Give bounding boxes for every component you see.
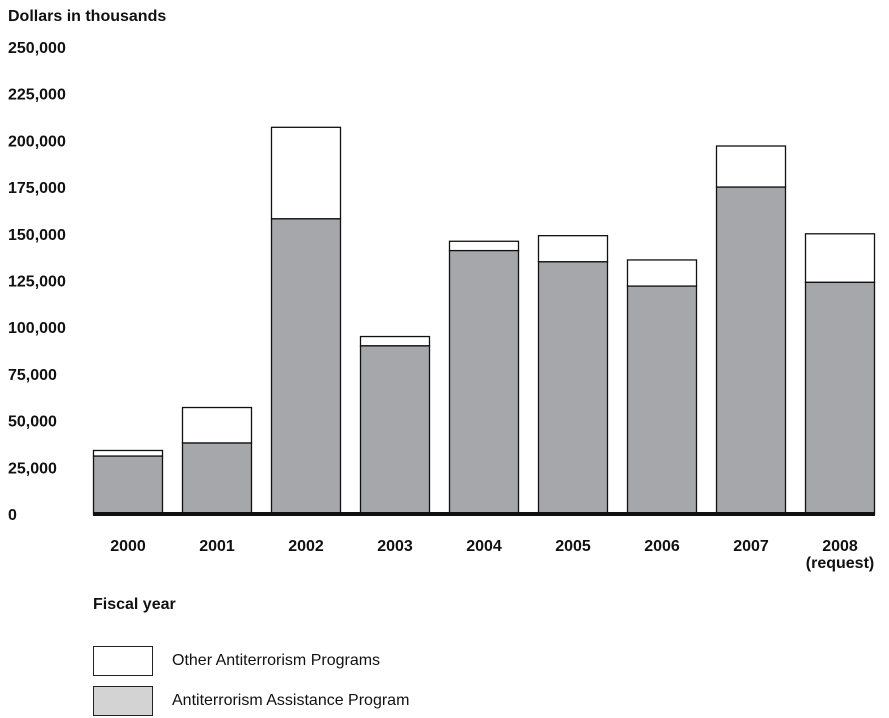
legend-item-ata: Antiterrorism Assistance Program [93, 686, 409, 716]
x-tick-label: 2000 [110, 538, 146, 555]
x-tick-label: 2001 [199, 538, 235, 555]
bar-ata-3 [359, 345, 431, 515]
x-tick-label: 2004 [466, 538, 502, 555]
bar-ata-8 [804, 281, 876, 515]
y-tick-label: 75,000 [8, 367, 57, 384]
bar-other-2 [270, 126, 342, 220]
bar-ata-4 [448, 249, 520, 515]
x-tick-label: 2002 [288, 538, 324, 555]
x-tick-label: 2003 [377, 538, 413, 555]
x-tick-label: 2008 [822, 538, 858, 555]
legend-label-other: Other Antiterrorism Programs [172, 652, 381, 669]
y-tick-label: 100,000 [8, 320, 66, 337]
y-tick-label: 50,000 [8, 414, 57, 431]
x-tick-label: 2006 [644, 538, 680, 555]
bar-other-0 [92, 449, 164, 457]
x-tick-label: (request) [806, 555, 874, 572]
bar-other-8 [804, 233, 876, 284]
legend-label-ata: Antiterrorism Assistance Program [172, 692, 410, 709]
bar-ata-2 [270, 218, 342, 515]
legend-swatch-other [93, 646, 153, 676]
bar-other-7 [715, 145, 787, 188]
y-tick-label: 150,000 [8, 227, 66, 244]
y-tick-label: 25,000 [8, 460, 57, 477]
bar-ata-7 [715, 186, 787, 515]
bar-other-5 [537, 235, 609, 263]
bar-ata-6 [626, 285, 698, 515]
bar-other-3 [359, 335, 431, 347]
bar-other-4 [448, 240, 520, 252]
bar-ata-5 [537, 261, 609, 515]
y-tick-label: 225,000 [8, 87, 66, 104]
y-tick-label: 250,000 [8, 40, 66, 57]
y-axis-title: Dollars in thousands [8, 8, 167, 25]
y-tick-label: 0 [8, 507, 17, 524]
y-tick-label: 125,000 [8, 274, 66, 291]
legend-item-other: Other Antiterrorism Programs [93, 646, 380, 676]
bar-ata-1 [181, 442, 253, 515]
x-axis-title: Fiscal year [93, 596, 176, 613]
y-tick-label: 200,000 [8, 133, 66, 150]
y-tick-label: 175,000 [8, 180, 66, 197]
bar-other-1 [181, 406, 253, 444]
x-tick-label: 2007 [733, 538, 769, 555]
bar-ata-0 [92, 455, 164, 515]
bar-other-6 [626, 259, 698, 287]
legend-swatch-ata [93, 686, 153, 716]
x-tick-label: 2005 [555, 538, 591, 555]
